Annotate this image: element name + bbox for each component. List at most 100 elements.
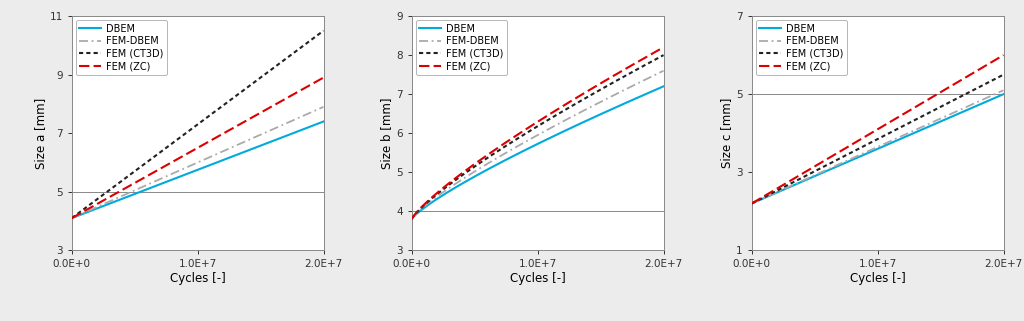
Y-axis label: Size c [mm]: Size c [mm] <box>720 98 733 169</box>
FEM-DBEM <box>657 69 670 73</box>
FEM-DBEM <box>845 157 857 160</box>
FEM (ZC) <box>928 94 940 98</box>
FEM (CT3D) <box>564 105 577 109</box>
DBEM <box>249 146 261 150</box>
DBEM <box>248 146 260 150</box>
FEM (ZC) <box>436 187 449 191</box>
DBEM <box>96 204 109 208</box>
DBEM <box>657 84 670 88</box>
FEM (CT3D) <box>248 81 260 85</box>
DBEM <box>147 185 160 189</box>
FEM-DBEM <box>406 217 418 221</box>
FEM (CT3D) <box>147 155 160 159</box>
FEM (CT3D) <box>928 108 940 112</box>
Line: FEM (ZC): FEM (ZC) <box>412 47 664 219</box>
DBEM <box>997 92 1010 96</box>
DBEM <box>505 155 517 159</box>
Line: DBEM: DBEM <box>752 94 1004 204</box>
DBEM <box>317 120 330 124</box>
FEM (CT3D) <box>66 216 78 220</box>
DBEM <box>845 158 857 162</box>
FEM (ZC) <box>96 199 109 203</box>
DBEM <box>406 217 418 221</box>
DBEM <box>66 216 78 220</box>
FEM (ZC) <box>406 217 418 221</box>
X-axis label: Cycles [-]: Cycles [-] <box>850 272 905 285</box>
DBEM <box>487 164 500 168</box>
FEM (CT3D) <box>589 91 601 95</box>
FEM-DBEM <box>248 136 260 140</box>
Line: FEM-DBEM: FEM-DBEM <box>752 90 1004 204</box>
FEM-DBEM <box>564 116 577 120</box>
FEM (ZC) <box>66 216 78 220</box>
FEM (ZC) <box>776 184 788 187</box>
FEM (CT3D) <box>165 142 177 146</box>
FEM-DBEM <box>745 202 758 205</box>
Line: FEM (CT3D): FEM (CT3D) <box>72 31 324 218</box>
Line: FEM-DBEM: FEM-DBEM <box>412 71 664 219</box>
FEM-DBEM <box>588 104 600 108</box>
FEM-DBEM <box>929 119 941 123</box>
FEM (CT3D) <box>96 194 109 197</box>
FEM (ZC) <box>588 86 600 90</box>
FEM-DBEM <box>997 88 1010 92</box>
FEM-DBEM <box>66 216 78 220</box>
FEM (ZC) <box>249 114 261 118</box>
FEM (CT3D) <box>776 186 788 190</box>
FEM (CT3D) <box>588 92 600 96</box>
DBEM <box>224 155 237 159</box>
FEM (ZC) <box>564 100 577 104</box>
FEM-DBEM <box>96 203 109 207</box>
FEM (ZC) <box>317 76 330 80</box>
DBEM <box>745 202 758 205</box>
FEM (ZC) <box>487 149 500 152</box>
Line: DBEM: DBEM <box>412 86 664 219</box>
FEM-DBEM <box>436 191 449 195</box>
FEM (CT3D) <box>406 217 418 221</box>
FEM-DBEM <box>928 120 940 124</box>
Line: FEM (ZC): FEM (ZC) <box>72 78 324 218</box>
FEM (ZC) <box>505 137 517 141</box>
FEM (ZC) <box>589 85 601 89</box>
FEM-DBEM <box>487 158 500 162</box>
FEM-DBEM <box>776 188 788 192</box>
FEM (ZC) <box>745 202 758 205</box>
DBEM <box>436 194 449 198</box>
FEM-DBEM <box>904 130 916 134</box>
FEM-DBEM <box>827 165 840 169</box>
FEM (ZC) <box>997 53 1010 57</box>
DBEM <box>827 166 840 170</box>
Legend: DBEM, FEM-DBEM, FEM (CT3D), FEM (ZC): DBEM, FEM-DBEM, FEM (CT3D), FEM (ZC) <box>416 20 507 75</box>
FEM (CT3D) <box>745 202 758 205</box>
Line: FEM (CT3D): FEM (CT3D) <box>412 55 664 219</box>
Y-axis label: Size b [mm]: Size b [mm] <box>380 98 393 169</box>
DBEM <box>928 123 940 126</box>
Legend: DBEM, FEM-DBEM, FEM (CT3D), FEM (ZC): DBEM, FEM-DBEM, FEM (CT3D), FEM (ZC) <box>756 20 847 75</box>
FEM-DBEM <box>249 135 261 139</box>
FEM (CT3D) <box>317 29 330 33</box>
Line: FEM-DBEM: FEM-DBEM <box>72 107 324 218</box>
FEM (ZC) <box>657 45 670 49</box>
FEM-DBEM <box>589 103 601 107</box>
DBEM <box>588 116 600 119</box>
Line: DBEM: DBEM <box>72 122 324 218</box>
FEM-DBEM <box>165 172 177 176</box>
DBEM <box>589 115 601 119</box>
DBEM <box>165 178 177 182</box>
FEM (CT3D) <box>505 141 517 144</box>
FEM-DBEM <box>224 146 237 150</box>
FEM-DBEM <box>505 148 517 152</box>
FEM (ZC) <box>845 143 857 147</box>
FEM-DBEM <box>147 180 160 184</box>
X-axis label: Cycles [-]: Cycles [-] <box>170 272 225 285</box>
FEM (ZC) <box>827 153 840 157</box>
FEM (ZC) <box>224 128 237 132</box>
FEM (ZC) <box>904 108 916 112</box>
FEM (ZC) <box>147 170 160 174</box>
FEM (ZC) <box>248 115 260 118</box>
Y-axis label: Size a [mm]: Size a [mm] <box>34 98 47 169</box>
FEM (CT3D) <box>657 53 670 57</box>
X-axis label: Cycles [-]: Cycles [-] <box>510 272 565 285</box>
FEM (CT3D) <box>224 98 237 102</box>
DBEM <box>929 122 941 126</box>
